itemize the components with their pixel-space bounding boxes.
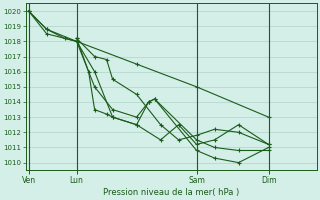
- X-axis label: Pression niveau de la mer( hPa ): Pression niveau de la mer( hPa ): [103, 188, 239, 197]
